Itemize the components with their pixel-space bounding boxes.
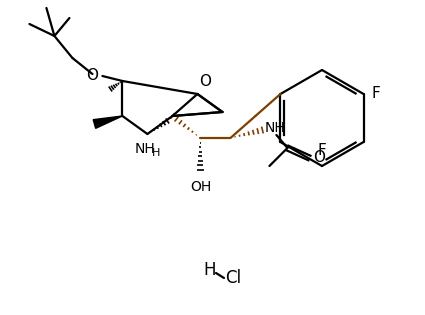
Text: O: O: [86, 68, 99, 83]
Text: F: F: [371, 87, 380, 101]
Text: NH: NH: [135, 142, 156, 156]
Text: Cl: Cl: [225, 269, 241, 287]
Text: O: O: [313, 151, 326, 165]
Text: H: H: [204, 261, 216, 279]
Text: OH: OH: [190, 180, 211, 194]
Text: O: O: [199, 74, 211, 89]
Polygon shape: [93, 116, 122, 128]
Text: NH: NH: [264, 121, 285, 135]
Text: H: H: [151, 148, 160, 158]
Text: F: F: [317, 143, 326, 158]
